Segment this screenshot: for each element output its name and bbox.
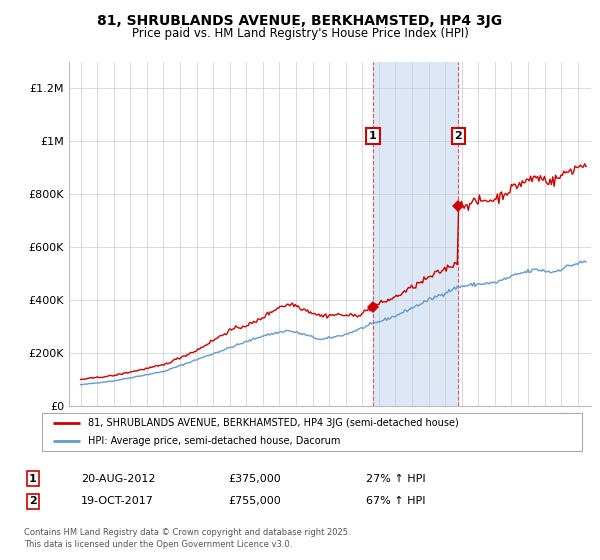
Text: 20-AUG-2012: 20-AUG-2012 (81, 474, 155, 484)
Text: 27% ↑ HPI: 27% ↑ HPI (366, 474, 425, 484)
Text: 19-OCT-2017: 19-OCT-2017 (81, 496, 154, 506)
Text: HPI: Average price, semi-detached house, Dacorum: HPI: Average price, semi-detached house,… (88, 436, 340, 446)
Text: 1: 1 (369, 131, 377, 141)
Text: 1: 1 (29, 474, 37, 484)
Text: Contains HM Land Registry data © Crown copyright and database right 2025.
This d: Contains HM Land Registry data © Crown c… (24, 528, 350, 549)
Text: 2: 2 (29, 496, 37, 506)
Text: 67% ↑ HPI: 67% ↑ HPI (366, 496, 425, 506)
Text: 81, SHRUBLANDS AVENUE, BERKHAMSTED, HP4 3JG: 81, SHRUBLANDS AVENUE, BERKHAMSTED, HP4 … (97, 14, 503, 28)
Text: 81, SHRUBLANDS AVENUE, BERKHAMSTED, HP4 3JG (semi-detached house): 81, SHRUBLANDS AVENUE, BERKHAMSTED, HP4 … (88, 418, 458, 428)
Text: £755,000: £755,000 (228, 496, 281, 506)
Bar (373, 62, 458, 406)
Text: 2: 2 (455, 131, 463, 141)
FancyBboxPatch shape (42, 413, 582, 451)
Text: Price paid vs. HM Land Registry's House Price Index (HPI): Price paid vs. HM Land Registry's House … (131, 27, 469, 40)
Text: £375,000: £375,000 (228, 474, 281, 484)
